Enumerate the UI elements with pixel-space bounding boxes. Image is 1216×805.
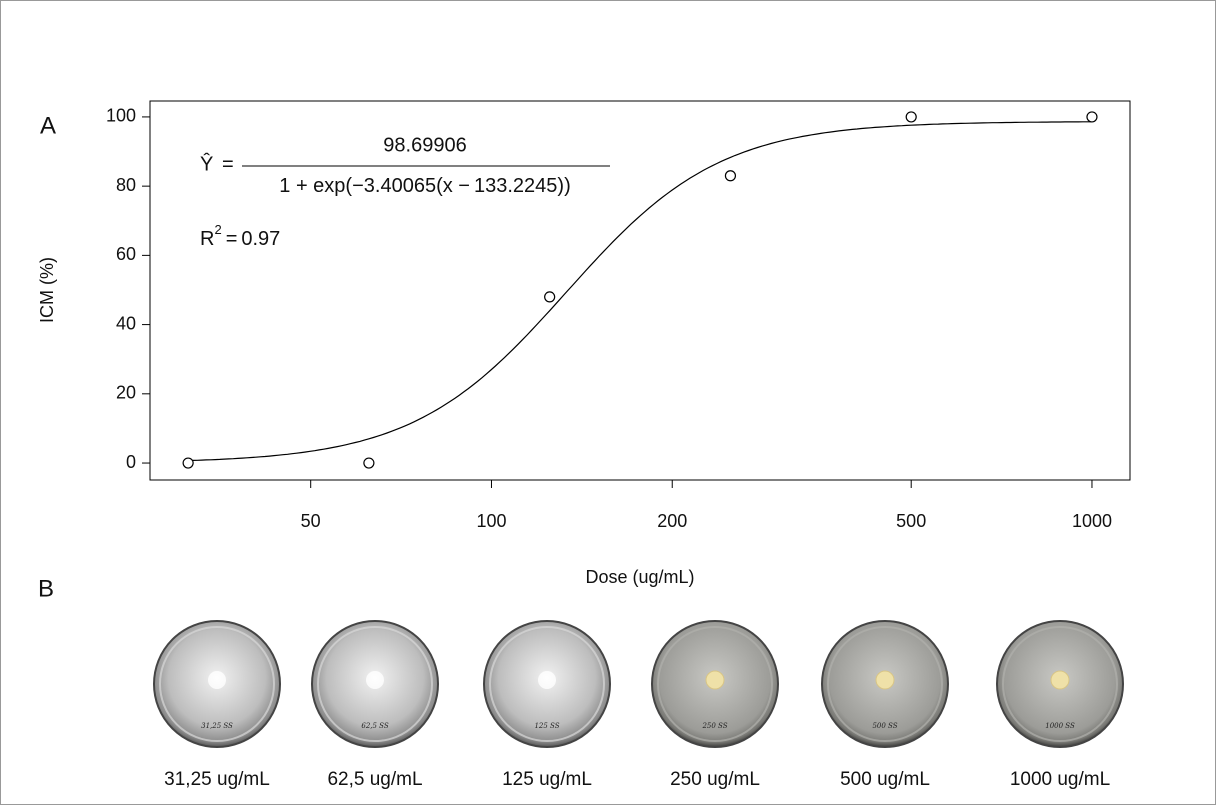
x-tick-label: 1000	[1072, 511, 1112, 531]
dish-label: 31,25 ug/mL	[164, 769, 270, 790]
y-tick-label: 40	[116, 313, 136, 333]
dish-label: 62,5 ug/mL	[327, 769, 422, 790]
dish-rim	[657, 626, 773, 742]
point	[1086, 111, 1098, 123]
dish-rim	[1002, 626, 1118, 742]
r2-symbol: R	[200, 228, 214, 250]
r-squared: R2 = 0.97	[200, 222, 280, 250]
dish: 500 SS	[821, 620, 949, 748]
dish-note: 1000 SS	[1045, 722, 1075, 730]
dish-center	[208, 671, 226, 689]
dish-label: 1000 ug/mL	[1010, 769, 1110, 790]
x-tick-label: 200	[657, 511, 687, 531]
equation-lhs: Ŷ	[200, 152, 213, 175]
y-tick-label: 100	[106, 106, 136, 126]
dish-label: 500 ug/mL	[840, 769, 930, 790]
y-tick-label: 80	[116, 175, 136, 195]
dish: 250 SS	[651, 620, 779, 748]
dish: 125 SS	[483, 620, 611, 748]
dish-rim	[827, 626, 943, 742]
point	[544, 291, 556, 303]
dish: 1000 SS	[996, 620, 1124, 748]
equation-slope: 3.40065	[364, 175, 436, 197]
panel-label: B	[38, 575, 54, 602]
r2-value: 0.97	[241, 228, 280, 250]
equation-denominator: 1 + exp(−3.40065(x −133.2245))	[279, 175, 570, 197]
r2-exponent: 2	[214, 222, 221, 237]
dish-label: 125 ug/mL	[502, 769, 592, 790]
dish-note: 62,5 SS	[361, 722, 388, 730]
x-axis-label: Dose (ug/mL)	[585, 567, 694, 587]
dish-center	[366, 671, 384, 689]
equation-numerator: 98.69906	[383, 134, 466, 156]
x-tick-label: 50	[301, 511, 321, 531]
colony	[875, 670, 895, 690]
plot-frame	[149, 100, 1131, 481]
point	[724, 170, 737, 182]
x-tick-label: 500	[896, 511, 926, 531]
point	[905, 111, 917, 123]
equation-center: 133.2245	[474, 175, 557, 197]
dish: 62,5 SS	[311, 620, 439, 748]
dish: 31,25 SS	[153, 620, 281, 748]
dish-note: 250 SS	[701, 722, 727, 730]
dish-label: 250 ug/mL	[670, 769, 760, 790]
panel-label: A	[40, 112, 56, 139]
fit-curve	[188, 121, 1092, 462]
y-tick-label: 0	[126, 452, 136, 472]
dish-note: 500 SS	[872, 722, 897, 730]
equation-part: (x −	[436, 175, 470, 197]
point	[363, 457, 375, 469]
dish-rim	[317, 626, 433, 742]
dish-center	[538, 671, 556, 689]
equation-sign: =	[222, 153, 234, 175]
dish-note: 31,25 SS	[201, 722, 233, 730]
equation-part: ))	[557, 175, 570, 197]
colony	[705, 670, 725, 690]
point	[182, 457, 194, 469]
y-tick-label: 60	[116, 244, 136, 264]
y-axis-label: ICM (%)	[37, 257, 57, 323]
dish-rim	[489, 626, 605, 742]
dish-note: 125 SS	[534, 722, 559, 730]
colony	[1050, 670, 1070, 690]
r2-sign: =	[226, 228, 238, 250]
dish-rim	[159, 626, 275, 742]
x-tick-label: 100	[476, 511, 506, 531]
y-tick-label: 20	[116, 383, 136, 403]
equation-part: 1 + exp(−	[279, 175, 364, 197]
